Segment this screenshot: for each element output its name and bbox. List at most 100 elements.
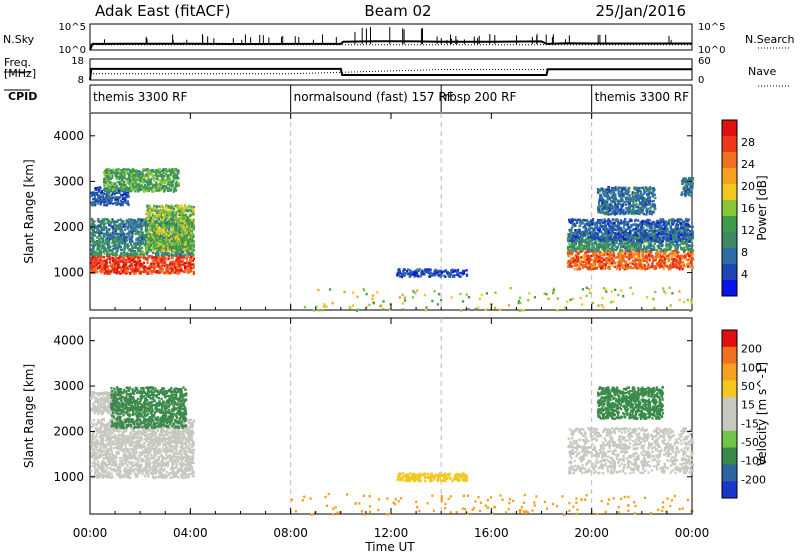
data-cell [583, 247, 586, 251]
data-cell [160, 243, 163, 247]
data-cell [633, 257, 636, 260]
data-cell [604, 246, 608, 249]
data-cell [98, 252, 101, 256]
data-cell [174, 214, 177, 217]
data-cell [584, 254, 587, 257]
data-cell [151, 186, 154, 190]
data-cell [92, 202, 95, 205]
data-cell [130, 249, 133, 253]
data-cell [126, 268, 129, 271]
data-cell [575, 248, 578, 252]
nave-tick-right: 60 [698, 56, 711, 67]
data-cell [173, 230, 176, 233]
data-cell [90, 223, 93, 226]
data-cell [143, 235, 146, 238]
data-cell [148, 236, 151, 240]
data-cell [173, 271, 176, 274]
data-cell [620, 243, 623, 246]
data-cell [616, 261, 620, 264]
data-cell [569, 257, 573, 260]
freq-tick-left: 18 [71, 56, 84, 67]
data-cell [149, 186, 152, 189]
noise-tick-left: 10^0 [59, 45, 86, 56]
data-cell [166, 189, 170, 192]
data-cell [181, 209, 184, 212]
data-cell [140, 228, 143, 231]
data-cell [183, 265, 186, 268]
data-cell [182, 259, 185, 262]
data-cell [98, 200, 101, 203]
data-cell [657, 251, 660, 254]
data-cell [99, 203, 102, 206]
nsearch-label: N.Search [745, 33, 795, 46]
data-cell [99, 255, 102, 258]
data-cell [104, 199, 108, 202]
data-cell [170, 213, 173, 217]
data-cell [159, 265, 162, 268]
data-cell [132, 222, 135, 225]
data-cell [168, 224, 171, 228]
data-cell [580, 243, 584, 246]
data-cell [170, 221, 173, 225]
data-cell [178, 225, 181, 228]
data-cell [660, 265, 663, 268]
data-cell [614, 256, 617, 259]
data-cell [676, 265, 680, 269]
data-cell [147, 171, 150, 175]
data-cell [639, 264, 642, 267]
data-cell [191, 239, 194, 242]
data-cell [136, 173, 139, 176]
data-cell [141, 173, 144, 176]
data-cell [161, 261, 164, 264]
data-cell [118, 243, 121, 247]
data-cell [127, 189, 131, 193]
data-cell [174, 254, 177, 257]
cpid-segment-label: rbsp 200 RF [444, 90, 516, 104]
data-cell [176, 232, 179, 235]
data-cell [108, 192, 111, 195]
data-cell [158, 244, 161, 248]
data-cell [192, 265, 195, 268]
data-cell [177, 181, 180, 185]
data-cell [587, 254, 590, 257]
data-cell [149, 179, 152, 182]
data-cell [153, 177, 156, 180]
data-cell [138, 260, 142, 263]
data-cell [581, 266, 585, 269]
data-cell [95, 231, 98, 234]
data-cell [190, 265, 193, 269]
data-cell [165, 270, 168, 273]
data-cell [98, 258, 101, 261]
data-cell [163, 258, 166, 261]
data-cell [573, 255, 576, 259]
data-cell [107, 200, 110, 203]
data-cell [98, 264, 101, 268]
data-cell [136, 247, 139, 250]
data-cell [115, 261, 118, 265]
data-cell [141, 174, 144, 177]
data-cell [162, 233, 166, 236]
data-cell [580, 263, 583, 266]
data-cell [138, 253, 141, 256]
data-cell [689, 249, 692, 252]
cpid-panel: themis 3300 RF normalsound (fast) 157 RFr… [4, 84, 693, 112]
data-cell [190, 218, 194, 222]
data-cell [192, 257, 195, 261]
data-cell [630, 242, 633, 245]
data-cell [192, 272, 195, 275]
data-cell [191, 242, 194, 245]
data-cell [92, 230, 95, 234]
data-cell [165, 234, 168, 237]
data-cell [179, 268, 183, 272]
data-cell [148, 265, 151, 269]
data-cell [144, 257, 147, 260]
data-cell [172, 170, 175, 173]
data-cell [155, 217, 159, 221]
data-cell [92, 193, 95, 196]
nsky-label: N.Sky [3, 33, 35, 46]
data-cell [189, 261, 192, 265]
data-cell [573, 264, 576, 267]
data-cell [660, 242, 663, 245]
data-cell [92, 262, 96, 265]
data-cell [159, 258, 162, 261]
